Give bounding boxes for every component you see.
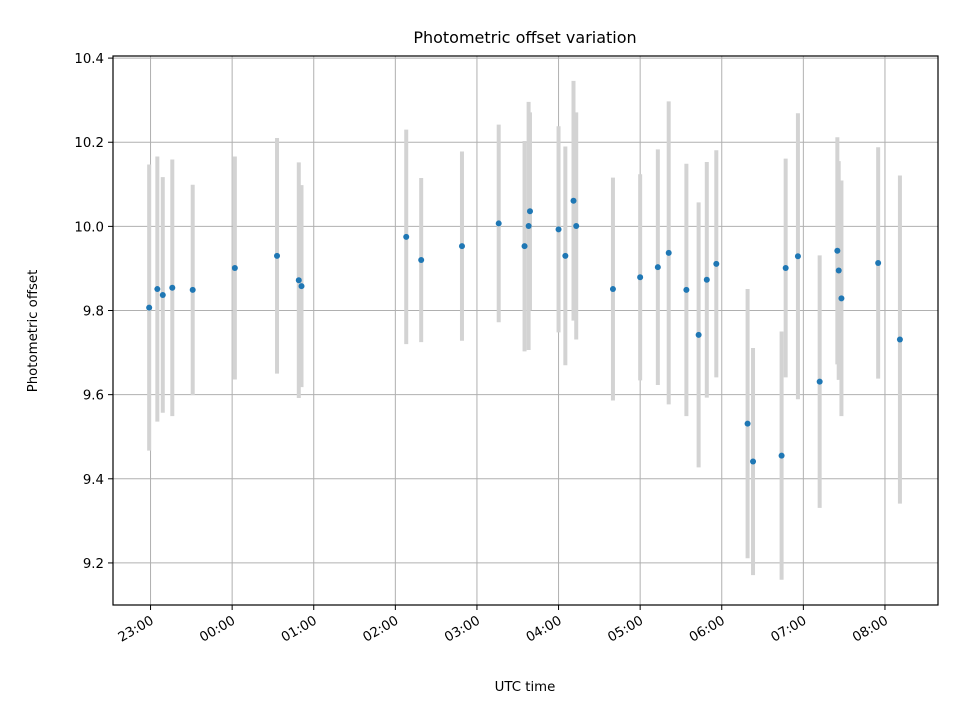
data-point <box>562 252 569 259</box>
data-point <box>159 291 166 298</box>
y-axis-ticks: 9.2 9.4 9.6 9.8 10.0 10.2 10.4 <box>74 52 113 572</box>
y-tick-label: 10.4 <box>74 52 104 67</box>
data-point <box>521 243 528 250</box>
data-point <box>703 276 710 283</box>
data-point <box>555 226 562 233</box>
data-point <box>231 265 238 272</box>
x-axis-label: UTC time <box>495 680 556 695</box>
data-points <box>146 197 903 465</box>
chart-title: Photometric offset variation <box>413 28 636 47</box>
data-point <box>744 420 751 427</box>
plot-area-frame <box>112 55 939 606</box>
data-point <box>189 286 196 293</box>
data-point <box>169 284 176 291</box>
data-point <box>778 452 785 459</box>
data-point <box>665 249 672 256</box>
y-tick-label: 9.2 <box>83 557 104 572</box>
y-tick-label: 10.2 <box>74 136 104 151</box>
data-point <box>154 286 161 293</box>
data-point <box>526 208 533 215</box>
y-tick-label: 9.4 <box>83 473 104 488</box>
data-point <box>794 253 801 260</box>
data-point <box>838 295 845 302</box>
data-point <box>403 233 410 240</box>
data-point <box>295 277 302 284</box>
data-point <box>750 458 757 465</box>
data-point <box>695 331 702 338</box>
data-point <box>609 286 616 293</box>
data-point <box>418 257 425 264</box>
data-point <box>637 274 644 281</box>
data-point <box>573 222 580 229</box>
data-point <box>875 259 882 266</box>
data-point <box>835 267 842 274</box>
data-point <box>274 252 281 259</box>
y-tick-label: 9.8 <box>83 305 104 320</box>
data-point <box>298 283 305 290</box>
data-point <box>570 197 577 204</box>
data-point <box>146 304 153 311</box>
data-point <box>713 260 720 267</box>
data-point <box>896 336 903 343</box>
data-point <box>816 378 823 385</box>
data-point <box>834 247 841 254</box>
y-axis-label: Photometric offset <box>26 270 41 393</box>
data-point <box>458 243 465 250</box>
y-tick-label: 10.0 <box>74 220 104 235</box>
data-point <box>782 265 789 272</box>
data-point <box>654 264 661 271</box>
y-tick-label: 9.6 <box>83 389 104 404</box>
data-point <box>683 286 690 293</box>
data-point <box>525 222 532 229</box>
data-point <box>495 220 502 227</box>
